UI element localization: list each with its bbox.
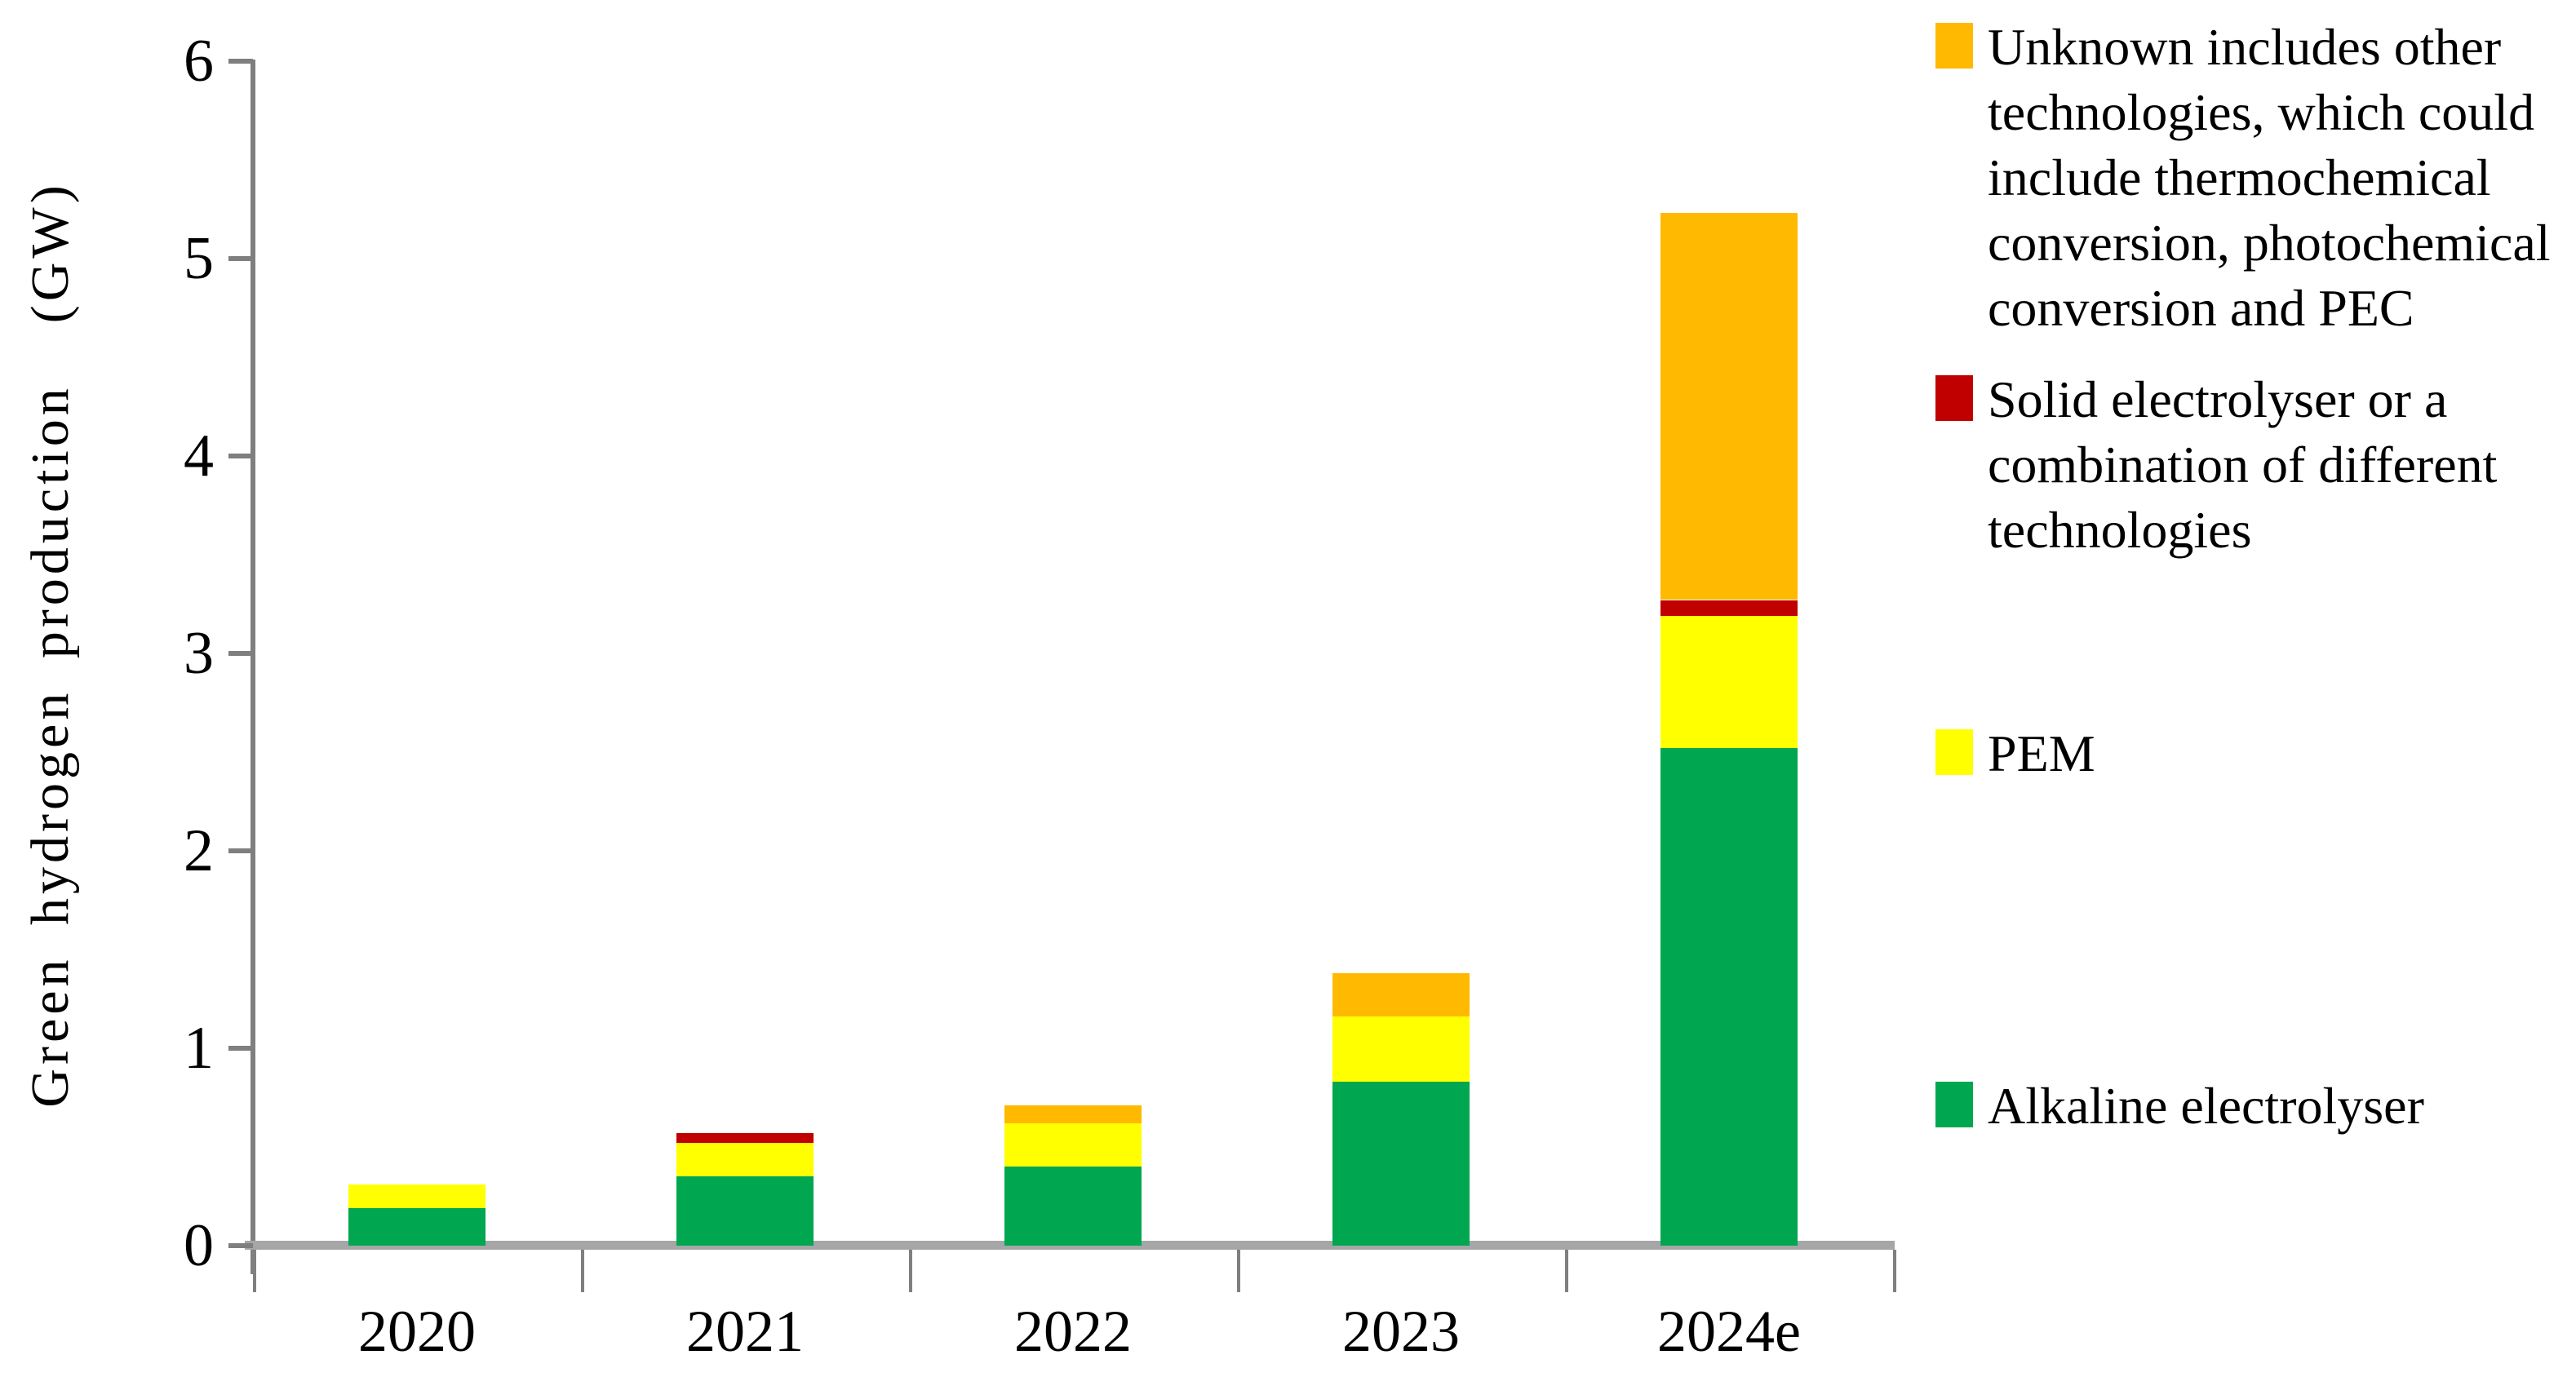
legend-label: Unknown includes other technologies, whic… xyxy=(1988,18,2551,337)
bar-segment xyxy=(1660,600,1798,616)
bar-segment xyxy=(1004,1123,1142,1167)
y-axis-tick xyxy=(228,848,253,853)
x-tick-label: 2023 xyxy=(1342,1299,1460,1364)
y-axis-tick xyxy=(228,256,253,261)
x-tick-label: 2020 xyxy=(358,1299,476,1364)
y-axis-tick xyxy=(228,1046,253,1051)
y-axis-line xyxy=(251,60,255,1274)
y-axis-tick xyxy=(228,59,253,64)
bar-segment xyxy=(676,1133,814,1143)
bar-segment xyxy=(348,1184,485,1208)
bar-segment xyxy=(1332,973,1470,1016)
legend-label: PEM xyxy=(1988,724,2095,782)
bar-segment xyxy=(1004,1105,1142,1123)
bar-segment xyxy=(1660,213,1798,600)
bar-segment xyxy=(676,1176,814,1246)
y-axis-tick xyxy=(228,651,253,656)
x-axis-tick xyxy=(909,1250,912,1292)
y-tick-label: 0 xyxy=(184,1212,214,1279)
legend-label: Alkaline electrolyser xyxy=(1988,1077,2424,1135)
y-tick-label: 5 xyxy=(184,225,214,292)
bar-segment xyxy=(1004,1167,1142,1246)
y-axis-title: Green hydrogen production (GW) xyxy=(20,181,80,1108)
y-tick-label: 2 xyxy=(184,817,214,884)
x-axis-tick xyxy=(581,1250,584,1292)
x-tick-label: 2022 xyxy=(1014,1299,1132,1364)
x-axis-tick xyxy=(253,1250,256,1292)
legend-swatch xyxy=(1935,23,1973,69)
bar-segment xyxy=(1332,1082,1470,1246)
legend-swatch xyxy=(1935,729,1973,775)
y-tick-label: 6 xyxy=(184,28,214,95)
x-tick-label: 2021 xyxy=(686,1299,804,1364)
bar-segment xyxy=(1660,616,1798,748)
legend-label: Solid electrolyser or a combination of di… xyxy=(1988,370,2498,559)
y-tick-label: 1 xyxy=(184,1015,214,1082)
x-tick-label: 2024e xyxy=(1657,1299,1801,1364)
bar-segment xyxy=(676,1143,814,1176)
y-tick-label: 4 xyxy=(184,423,214,489)
bar-segment xyxy=(348,1208,485,1246)
legend-swatch xyxy=(1935,375,1973,421)
y-tick-label: 3 xyxy=(184,620,214,687)
bar-segment xyxy=(1660,748,1798,1246)
x-axis-tick xyxy=(1893,1250,1896,1292)
y-axis-tick xyxy=(228,1243,253,1248)
bar-segment xyxy=(1332,1016,1470,1082)
legend-swatch xyxy=(1935,1082,1973,1127)
x-axis-tick xyxy=(1237,1250,1240,1292)
y-axis-tick xyxy=(228,454,253,458)
x-axis-tick xyxy=(1565,1250,1568,1292)
